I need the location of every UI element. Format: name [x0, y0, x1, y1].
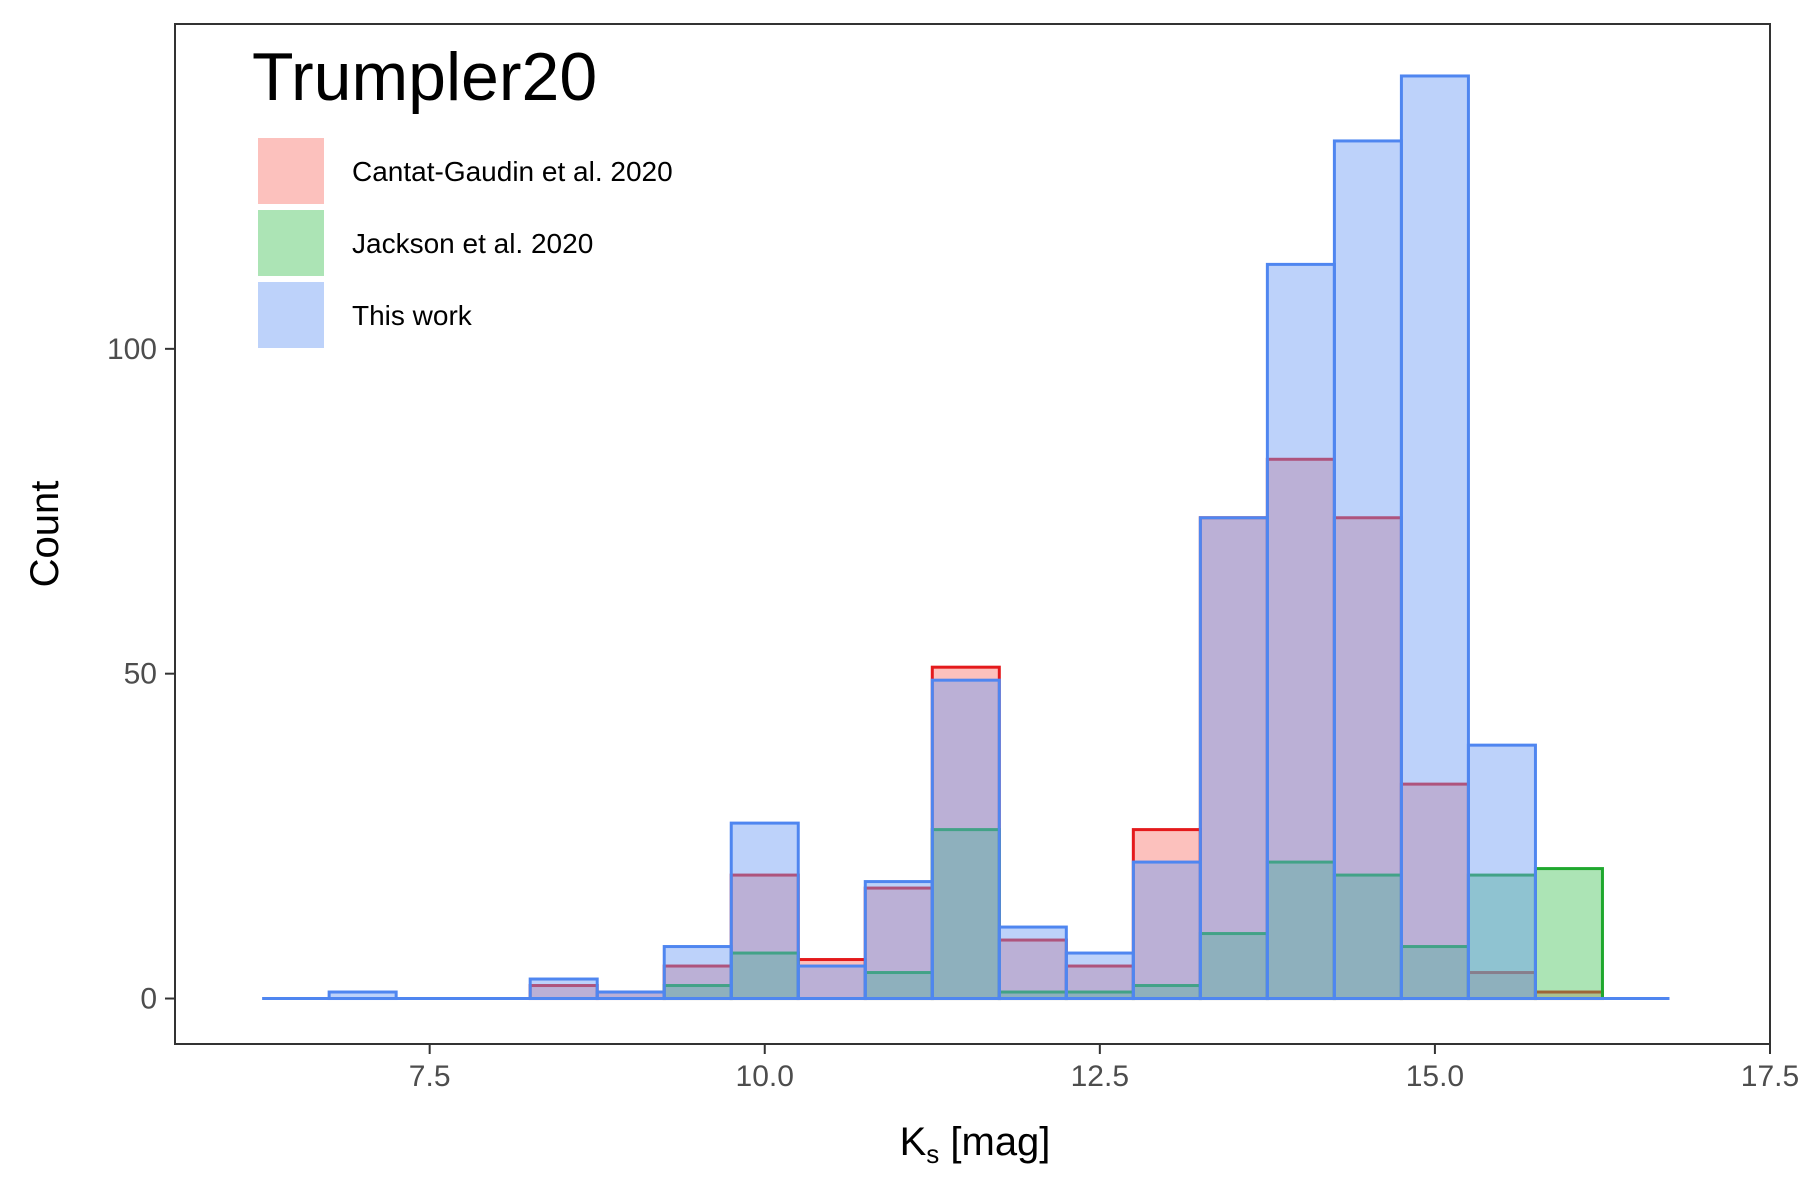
plot-panel-border — [174, 23, 1771, 1045]
bar-series-2-bin-13 — [1131, 860, 1202, 1001]
bar-series-2-bin-10 — [930, 678, 1001, 1001]
x-axis: 7.5 10.0 12.5 15.0 17.5 — [409, 1044, 1799, 1093]
x-tick-label: 12.5 — [1071, 1060, 1129, 1093]
chart-title: Trumpler20 — [252, 39, 597, 115]
bar-series-2-bin-17 — [1399, 74, 1470, 1001]
bar-series-2-bin-4 — [528, 977, 599, 1001]
bar-series-0-bin-16 — [1332, 516, 1403, 1001]
legend-key-0 — [258, 138, 324, 204]
bar-series-2-bin-8 — [796, 964, 867, 1001]
x-tick-label: 15.0 — [1406, 1060, 1464, 1093]
bar-series-2-bin-18 — [1466, 743, 1537, 1001]
bar-series-1-bin-10 — [930, 828, 1001, 1001]
x-tick-label: 10.0 — [736, 1060, 794, 1093]
y-tick-label: 50 — [124, 658, 157, 691]
bar-series-1-bin-16 — [1332, 873, 1403, 1001]
legend-label-2: This work — [352, 300, 473, 331]
y-tick-label: 100 — [107, 333, 157, 366]
legend-key-2 — [258, 282, 324, 348]
legend-key-1 — [258, 210, 324, 276]
y-axis-title: Count — [23, 481, 67, 588]
bar-series-0-bin-10 — [930, 665, 1001, 1001]
series-1-bars — [662, 828, 1604, 1001]
bar-series-2-bin-15 — [1265, 262, 1336, 1001]
x-axis-title-subscript: s — [926, 1139, 939, 1169]
y-axis: 0 50 100 — [107, 333, 175, 1016]
bar-series-1-bin-19 — [1533, 867, 1604, 1001]
series-0-bars — [528, 457, 1604, 1001]
bar-series-2-bin-7 — [729, 821, 800, 1001]
bar-series-2-bin-16 — [1332, 139, 1403, 1001]
bar-series-2-bin-6 — [662, 945, 733, 1001]
legend: Cantat-Gaudin et al. 2020 Jackson et al. … — [258, 138, 673, 348]
bar-series-0-bin-7 — [729, 873, 800, 1001]
bar-series-2-bin-14 — [1198, 516, 1269, 1001]
legend-label-1: Jackson et al. 2020 — [352, 228, 593, 259]
x-axis-title: Ks [mag] — [900, 1120, 1051, 1169]
histogram-bars — [327, 74, 1604, 1001]
x-axis-title-main: K — [900, 1120, 927, 1164]
legend-label-0: Cantat-Gaudin et al. 2020 — [352, 156, 673, 187]
series-2-bars — [327, 74, 1537, 1001]
bar-series-2-bin-12 — [1064, 951, 1135, 1001]
bar-series-2-bin-9 — [863, 880, 934, 1001]
x-tick-label: 17.5 — [1741, 1060, 1799, 1093]
x-tick-label: 7.5 — [409, 1060, 451, 1093]
bar-series-0-bin-15 — [1265, 457, 1336, 1001]
bar-series-2-bin-11 — [997, 925, 1068, 1001]
y-tick-label: 0 — [140, 983, 157, 1016]
x-axis-title-suffix: [mag] — [939, 1120, 1050, 1164]
